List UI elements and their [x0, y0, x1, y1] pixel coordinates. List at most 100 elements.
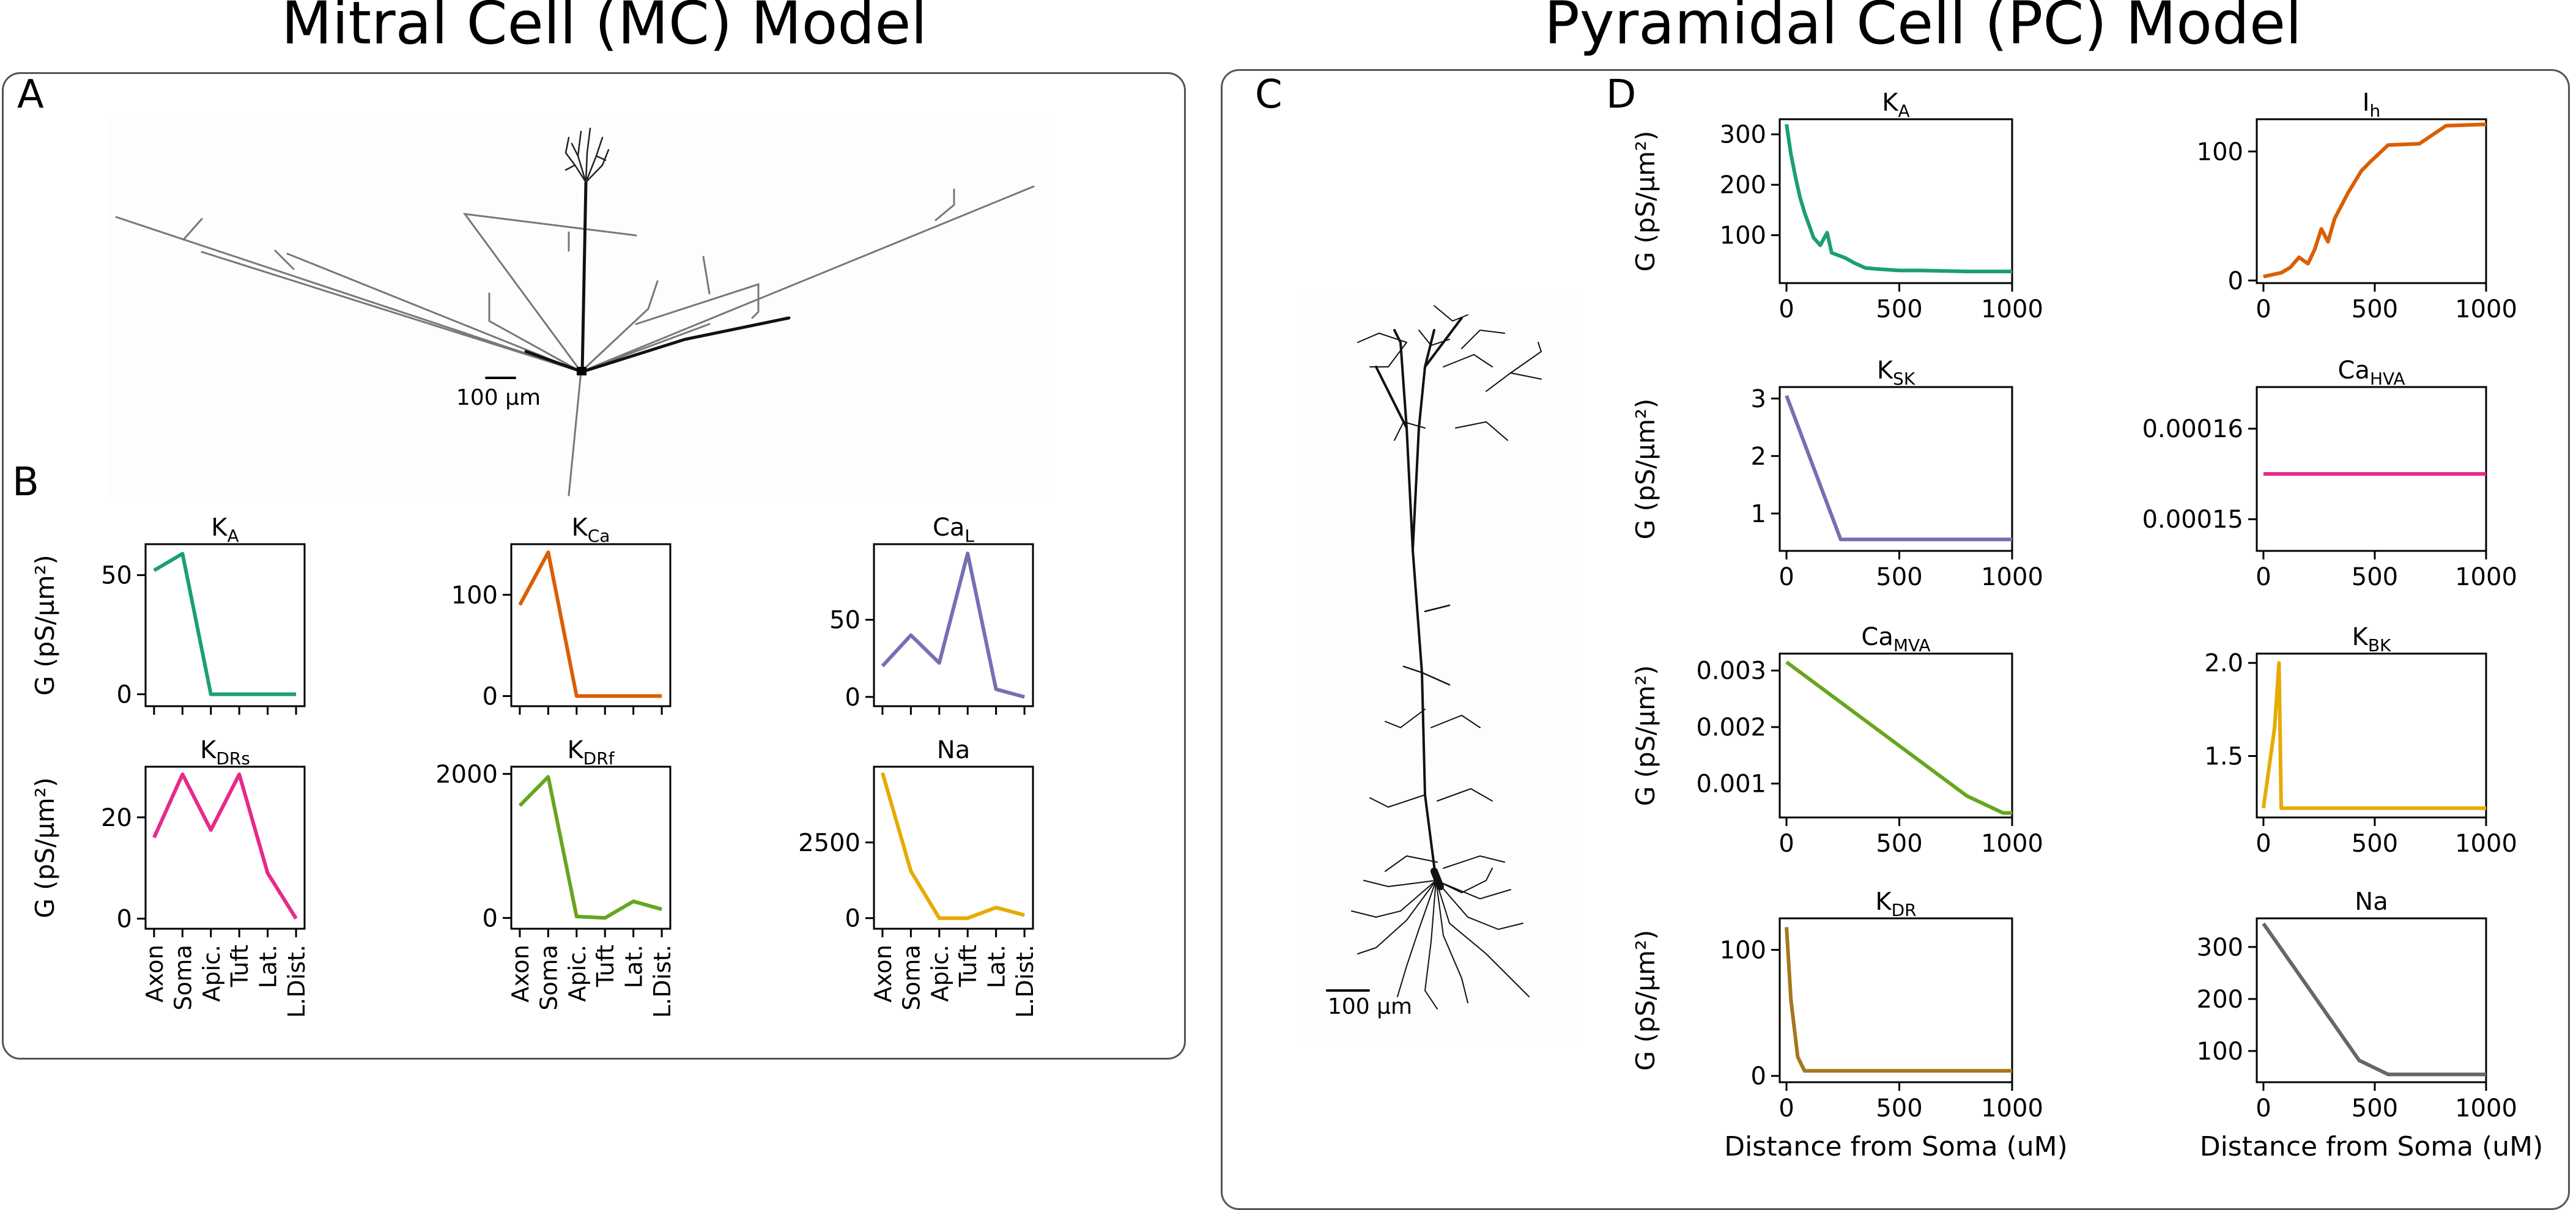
chart-pc_na: Na 100 200 300 0 500 1000 Distance from Soma (u… — [2197, 888, 2544, 1162]
x-tick-label: 1000 — [1981, 830, 2043, 858]
x-tick-label: Lat. — [983, 945, 1010, 988]
mitral-cell-panel — [2, 72, 1186, 1060]
x-tick-label: 1000 — [2455, 1094, 2517, 1123]
chart-title: KBK — [2352, 623, 2391, 655]
x-tick-label: 1000 — [2455, 295, 2517, 323]
pc-scale-bar-label: 100 µm — [1328, 994, 1412, 1019]
x-tick-label: Soma — [535, 945, 562, 1011]
plot-frame — [1778, 917, 2013, 1083]
y-tick-label: 0 — [483, 904, 498, 932]
plot-frame — [2256, 917, 2487, 1083]
x-tick-label: 0 — [1778, 1094, 1794, 1123]
chart-title: CaHVA — [2337, 356, 2405, 389]
y-tick-label: 100 — [2197, 138, 2243, 166]
y-axis-label: G (pS/µm²) — [1630, 131, 1660, 272]
chart-pc_camva: CaMVA 0.001 0.002 0.003 0 500 1000 G (pS/µm²) — [1630, 623, 2043, 858]
chart-title: CaMVA — [1861, 623, 1930, 655]
y-tick-label: 2 — [1751, 443, 1766, 471]
x-tick-label: Lat. — [255, 945, 282, 988]
y-tick-label: 0 — [117, 681, 132, 709]
y-tick-label: 50 — [101, 562, 132, 590]
chart-title: CaL — [933, 514, 974, 546]
plot-frame — [2256, 118, 2487, 284]
y-tick-label: 0 — [845, 905, 861, 933]
y-tick-label: 100 — [1720, 222, 1766, 250]
chart-title: KSK — [1877, 356, 1915, 389]
mitral-cell-morphology — [107, 119, 1049, 498]
x-tick-label: Tuft — [955, 945, 982, 987]
series-line — [1785, 395, 2012, 542]
x-tick-label: Soma — [898, 945, 925, 1011]
x-tick-label: 1000 — [2455, 830, 2517, 858]
x-tick-label: 500 — [2352, 295, 2398, 323]
x-tick-label: 0 — [1778, 295, 1794, 323]
x-tick-label: L.Dist. — [649, 945, 676, 1018]
y-tick-label: 0 — [845, 684, 861, 712]
series-line — [1785, 124, 2012, 273]
x-tick-label: 500 — [1876, 563, 1922, 591]
chart-mc_kdrs: KDRs 0 20 Axon Soma Apic. Tuft Lat. L.Dist. G (pS… — [30, 736, 310, 1018]
x-tick-label: 1000 — [1981, 295, 2043, 323]
y-tick-label: 0 — [483, 682, 498, 710]
x-tick-label: 500 — [2352, 830, 2398, 858]
chart-pc_ksk: KSK 1 2 3 0 500 1000 G (pS/µm²) — [1630, 356, 2043, 591]
y-tick-label: 0.003 — [1696, 657, 1766, 685]
mitral-cell-title: Mitral Cell (MC) Model — [281, 0, 928, 57]
x-tick-label: Tuft — [226, 945, 253, 987]
y-tick-label: 300 — [2197, 934, 2243, 962]
x-axis-label: Distance from Soma (uM) — [2200, 1131, 2544, 1162]
chart-title: Ih — [2363, 89, 2381, 121]
x-tick-label: L.Dist. — [1012, 945, 1038, 1018]
plot-frame — [1778, 386, 2013, 552]
x-tick-label: 500 — [1876, 1094, 1922, 1123]
y-tick-label: 0 — [2228, 267, 2243, 295]
y-axis-label: G (pS/µm²) — [1630, 930, 1660, 1071]
x-tick-label: 0 — [1778, 563, 1794, 591]
plot-frame — [873, 765, 1034, 930]
series-line — [881, 772, 1025, 920]
plot-frame — [2256, 386, 2487, 552]
x-tick-label: 1000 — [2455, 563, 2517, 591]
plot-frame — [2256, 652, 2487, 819]
y-tick-label: 100 — [2197, 1038, 2243, 1066]
x-tick-label: Axon — [141, 945, 168, 1003]
x-tick-label: 0 — [2256, 830, 2271, 858]
y-axis-label: G (pS/µm²) — [30, 777, 60, 918]
y-tick-label: 50 — [829, 607, 861, 635]
panel-letter-d: D — [1606, 72, 1637, 117]
y-tick-label: 2500 — [798, 829, 861, 857]
x-tick-label: Tuft — [592, 945, 619, 987]
x-tick-label: Lat. — [621, 945, 648, 988]
plot-frame — [510, 543, 672, 707]
y-tick-label: 0.001 — [1696, 770, 1766, 799]
pyramidal-cell-panel — [1221, 69, 2570, 1210]
x-tick-label: Soma — [169, 945, 196, 1011]
x-tick-label: L.Dist. — [283, 945, 310, 1018]
y-tick-label: 1.5 — [2204, 743, 2243, 771]
series-line — [2262, 922, 2486, 1077]
x-tick-label: 500 — [2352, 1094, 2398, 1123]
chart-title: KDR — [1875, 888, 1916, 920]
y-tick-label: 100 — [451, 581, 498, 610]
chart-title: KCa — [572, 514, 610, 546]
chart-title: KDRs — [200, 736, 250, 769]
y-tick-label: 2.0 — [2204, 649, 2243, 677]
y-tick-label: 0.00016 — [2142, 415, 2243, 443]
chart-mc_kdrf: KDRf 0 2000 Axon Soma Apic. Tuft Lat. L.Dist. — [435, 736, 676, 1018]
panel-letter-b: B — [12, 460, 39, 505]
pyramidal-cell-morphology — [1297, 290, 1578, 1042]
y-axis-label: G (pS/µm²) — [1630, 665, 1660, 806]
plot-frame — [144, 765, 306, 930]
plot-frame — [1778, 652, 2013, 819]
series-line — [152, 772, 298, 920]
panel-letter-a: A — [17, 72, 44, 117]
y-tick-label: 0.00015 — [2142, 506, 2243, 534]
y-tick-label: 0 — [1751, 1063, 1766, 1091]
y-tick-label: 0 — [117, 905, 132, 933]
chart-pc_kbk: KBK 1.5 2.0 0 500 1000 — [2204, 623, 2517, 858]
chart-title: Na — [2355, 888, 2388, 916]
series-line — [518, 550, 662, 698]
series-line — [881, 552, 1025, 699]
plot-frame — [873, 543, 1034, 707]
